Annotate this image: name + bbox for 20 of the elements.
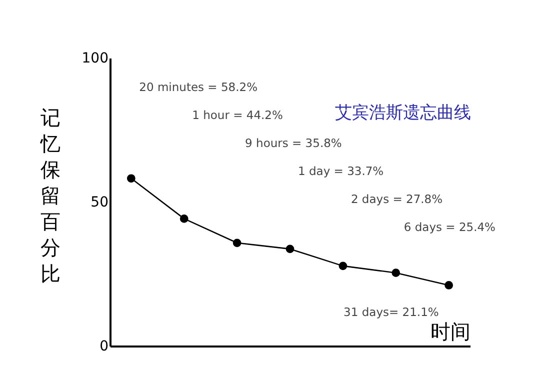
annotation: 9 hours = 35.8% [245, 136, 342, 150]
y-tick-label: 100 [82, 50, 108, 66]
text: 艾宾浩斯遗忘曲线 [335, 103, 471, 123]
point [286, 244, 294, 254]
y-tick-label: 50 [90, 194, 108, 210]
x-axis-title: 时间 [430, 320, 470, 344]
annotation: 2 days = 27.8% [350, 192, 443, 206]
annotation: 1 hour = 44.2% [192, 108, 283, 122]
annotation: 20 minutes = 58.2% [139, 80, 258, 94]
y-tick-label: 0 [100, 338, 108, 354]
point [126, 174, 136, 183]
annotation: 1 day = 33.7% [298, 164, 384, 178]
annotation: 6 days = 25.4% [404, 220, 496, 234]
point [180, 214, 188, 223]
point [392, 268, 400, 278]
annotation: 31 days= 21.1% [344, 305, 439, 320]
point [444, 281, 454, 290]
point [338, 262, 348, 270]
point [232, 238, 242, 248]
y-axis-title: 记忆保留百分比 [40, 106, 60, 286]
